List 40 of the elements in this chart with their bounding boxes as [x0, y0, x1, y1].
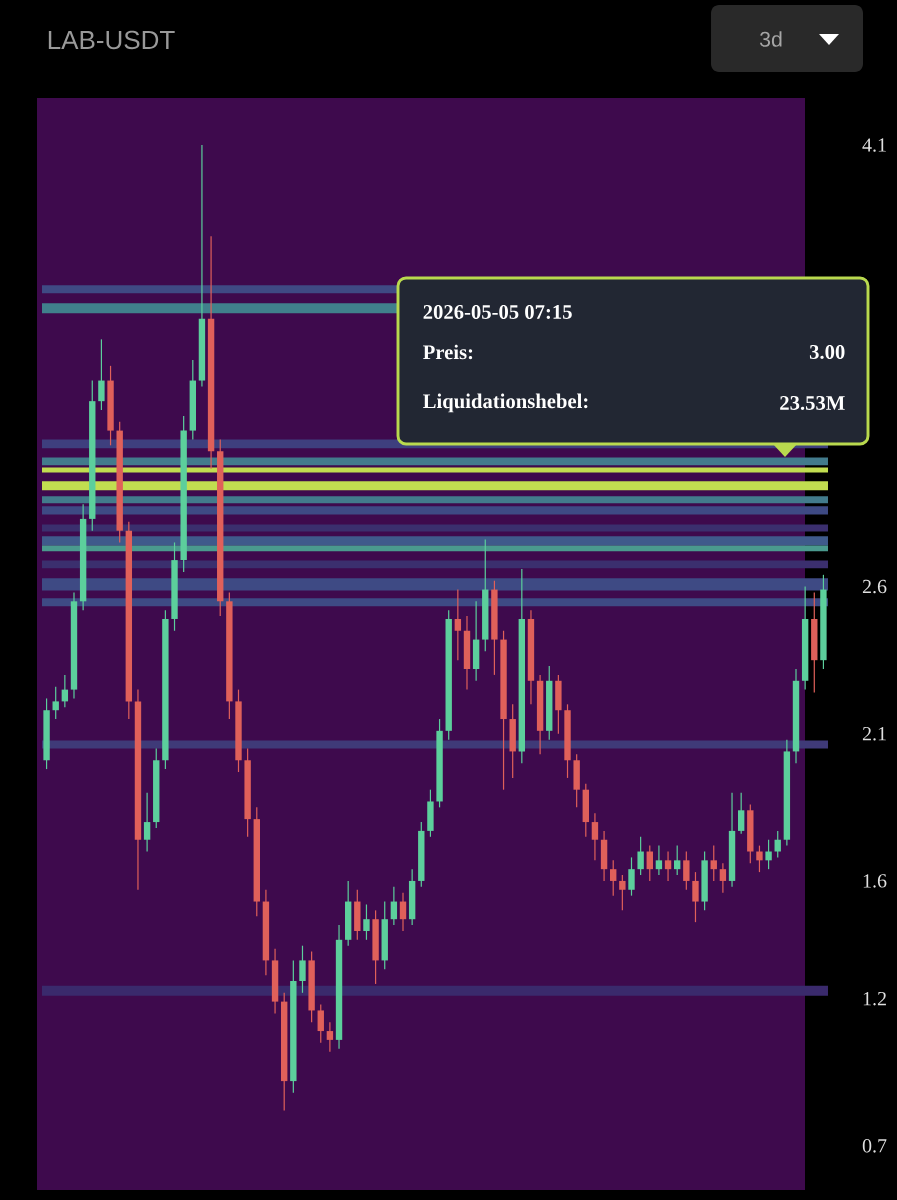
candlestick — [628, 856, 635, 897]
y-tick-label: 1.2 — [863, 991, 886, 1006]
y-tick-label: 2.1 — [862, 727, 886, 741]
annotation: 2026-05-05 07:15 — [423, 304, 572, 320]
candlestick — [637, 836, 644, 876]
y-tick-label: 4.1 — [862, 138, 886, 152]
candlestick — [299, 945, 306, 994]
candlestick — [143, 792, 151, 853]
candlestick — [710, 845, 717, 882]
annotation: Preis: — [423, 344, 473, 360]
candlestick — [52, 686, 59, 720]
candlestick — [326, 1021, 334, 1053]
annotation: 23.53M — [780, 396, 845, 410]
annotation: Liquidationshebel: — [423, 393, 588, 413]
candlestick — [765, 839, 772, 870]
candlestick — [454, 588, 462, 661]
candlestick — [646, 845, 653, 882]
candlestick — [619, 874, 626, 911]
y-tick-label: 2.6 — [862, 579, 887, 594]
candlestick — [98, 338, 105, 411]
candlestick — [673, 845, 681, 876]
candlestick — [317, 1003, 324, 1044]
candlestick — [774, 830, 781, 858]
candlestick — [756, 845, 763, 873]
candlestick — [737, 792, 745, 835]
candlestick — [610, 859, 617, 897]
candlestick — [683, 850, 690, 891]
candlestick — [719, 862, 727, 894]
candlestick — [363, 903, 370, 941]
candlestick — [664, 850, 672, 882]
annotation: 3.00 — [809, 344, 845, 360]
y-tick-label: 0.7 — [862, 1139, 887, 1153]
chart-title: LAB-USDT — [48, 30, 175, 50]
candlestick — [655, 845, 663, 876]
candlestick — [399, 892, 407, 932]
candlestick — [390, 886, 398, 926]
candlestick — [692, 871, 699, 923]
text: 3d — [759, 31, 782, 47]
candlestick — [591, 812, 599, 861]
y-tick-label: 1.6 — [863, 874, 887, 888]
